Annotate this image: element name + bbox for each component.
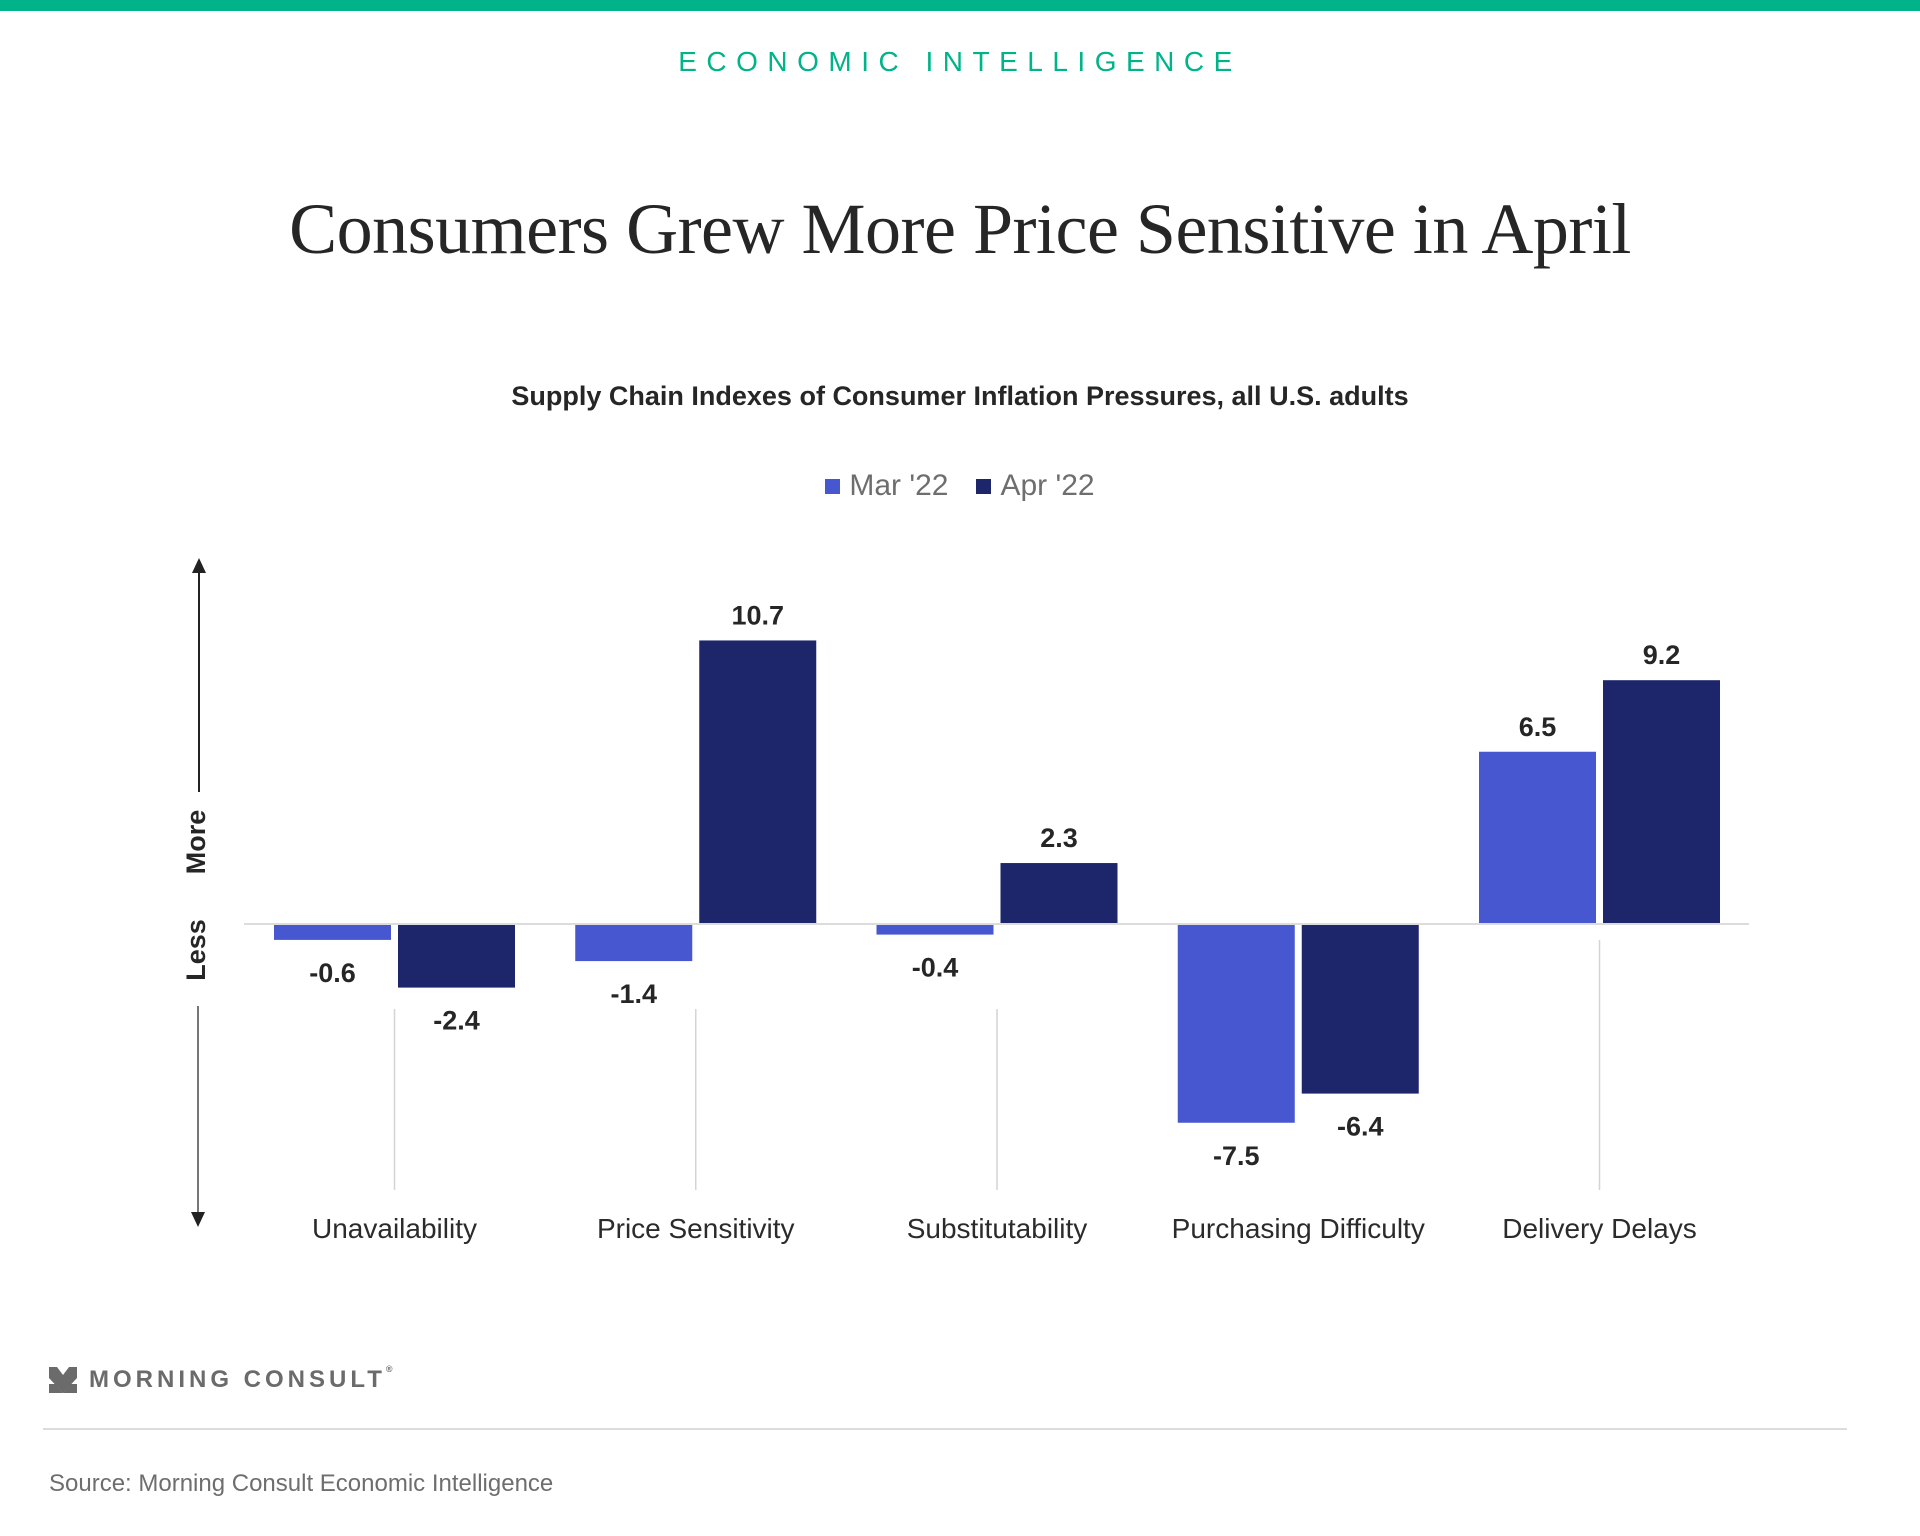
bar-purchasing-difficulty-mar-22 — [1177, 925, 1295, 1123]
bar-substitutability-mar-22 — [876, 925, 994, 935]
bar-unavailability-apr-22 — [398, 925, 515, 988]
category-label-purchasing-difficulty: Purchasing Difficulty — [1172, 1213, 1425, 1244]
data-label-unavailability-mar-22: -0.6 — [309, 958, 356, 988]
section-kicker: ECONOMIC INTELLIGENCE — [678, 46, 1242, 77]
legend-item-mar: Mar '22 — [825, 469, 948, 503]
bar-delivery-delays-mar-22 — [1479, 751, 1596, 924]
chart-headline: Consumers Grew More Price Sensitive in A… — [289, 189, 1631, 269]
arrow-down-icon — [191, 1212, 205, 1227]
data-label-delivery-delays-apr-22: 9.2 — [1643, 640, 1681, 670]
bars — [274, 640, 1720, 1123]
source-note: Source: Morning Consult Economic Intelli… — [49, 1470, 554, 1497]
bar-unavailability-mar-22 — [274, 925, 391, 940]
legend-item-apr: Apr '22 — [976, 469, 1095, 503]
chart-legend: Mar '22 Apr '22 — [0, 469, 1920, 503]
data-label-price-sensitivity-mar-22: -1.4 — [610, 979, 657, 1009]
data-label-purchasing-difficulty-apr-22: -6.4 — [1337, 1112, 1384, 1142]
y-label-more: More — [181, 810, 211, 875]
data-label-purchasing-difficulty-mar-22: -7.5 — [1213, 1141, 1260, 1171]
chart-title: Supply Chain Indexes of Consumer Inflati… — [511, 381, 1409, 411]
bar-price-sensitivity-mar-22 — [575, 925, 693, 962]
logo-wordmark: MORNING CONSULT® — [89, 1364, 393, 1394]
legend-label-mar: Mar '22 — [849, 469, 949, 502]
legend-swatch-mar — [825, 478, 841, 494]
bar-substitutability-apr-22 — [1000, 863, 1118, 924]
category-label-substitutability: Substitutability — [907, 1213, 1088, 1244]
arrow-up-icon — [192, 558, 206, 573]
y-axis-direction: More Less — [181, 558, 211, 1227]
category-label-unavailability: Unavailability — [312, 1213, 477, 1244]
category-separators — [393, 940, 1601, 1190]
category-labels: Unavailability Price Sensitivity Substitut… — [312, 1213, 1697, 1244]
data-label-substitutability-mar-22: -0.4 — [912, 953, 959, 983]
top-accent-bar — [0, 0, 1920, 11]
y-label-less: Less — [181, 919, 211, 981]
data-label-delivery-delays-mar-22: 6.5 — [1519, 712, 1557, 742]
bar-price-sensitivity-apr-22 — [699, 640, 817, 924]
bar-delivery-delays-apr-22 — [1603, 680, 1720, 924]
footer-divider — [43, 1428, 1847, 1430]
registered-mark: ® — [385, 1364, 393, 1374]
legend-swatch-apr — [976, 478, 992, 494]
bar-purchasing-difficulty-apr-22 — [1301, 925, 1419, 1094]
category-label-price-sensitivity: Price Sensitivity — [597, 1213, 795, 1244]
morning-consult-logo-icon — [49, 1367, 77, 1393]
legend-label-apr: Apr '22 — [1000, 469, 1095, 502]
data-label-price-sensitivity-apr-22: 10.7 — [731, 600, 784, 630]
data-label-unavailability-apr-22: -2.4 — [433, 1006, 480, 1036]
data-label-substitutability-apr-22: 2.3 — [1040, 823, 1078, 853]
morning-consult-logo: MORNING CONSULT® — [49, 1364, 393, 1394]
data-labels: -0.6 -2.4 -1.4 10.7 -0.4 2.3 -7.5 -6.4 6.5 9.2 — [309, 600, 1680, 1170]
category-label-delivery-delays: Delivery Delays — [1502, 1213, 1697, 1244]
logo-text: MORNING CONSULT — [89, 1366, 386, 1393]
